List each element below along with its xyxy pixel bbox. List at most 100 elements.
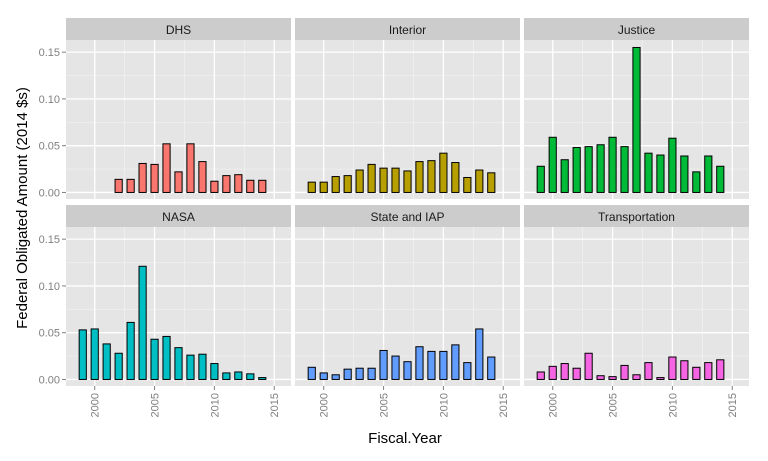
bar <box>355 367 364 380</box>
x-tick-label: 2000 <box>319 393 331 417</box>
bar <box>391 355 400 380</box>
facet-strip <box>66 205 291 227</box>
bar <box>150 163 159 193</box>
bar <box>692 171 701 193</box>
y-axis-label: Federal Obligated Amount (2014 $s) <box>14 87 31 329</box>
bar <box>150 338 159 380</box>
facet-strip <box>295 205 520 227</box>
facet-panel-interior: Interior <box>295 18 520 199</box>
bar <box>463 362 472 380</box>
bar <box>608 136 617 193</box>
bar <box>162 335 171 380</box>
bar <box>138 162 147 193</box>
facet-strip <box>524 205 749 227</box>
bar <box>198 353 207 380</box>
bar <box>572 147 581 193</box>
bar <box>307 181 316 193</box>
bar <box>210 363 219 380</box>
bar <box>680 360 689 380</box>
bar <box>186 354 195 380</box>
bar <box>391 167 400 193</box>
bar <box>258 377 267 380</box>
bar <box>126 321 135 380</box>
bar <box>427 160 436 193</box>
bar <box>222 175 231 193</box>
facet-panel-dhs: DHS 0.00 0.05 0.10 0.15 <box>39 18 291 199</box>
bar <box>560 159 569 193</box>
y-tick-label: 0.15 <box>39 47 60 59</box>
facet-strip-label: Justice <box>618 23 656 37</box>
facet-panel-nasa: NASA 0.00 0.05 0.10 0.15 2000 2005 2010 2015 <box>39 205 291 417</box>
bar <box>234 174 243 193</box>
bar <box>704 155 713 193</box>
bar <box>331 176 340 193</box>
bar <box>632 46 641 193</box>
bar <box>439 152 448 193</box>
y-tick-label: 0.10 <box>39 281 60 293</box>
bar <box>246 373 255 380</box>
bar <box>234 371 243 380</box>
bar <box>379 349 388 380</box>
bar <box>475 169 484 193</box>
x-tick-label: 2005 <box>379 393 391 417</box>
bar <box>584 352 593 380</box>
bar <box>114 178 123 193</box>
bar <box>716 359 725 380</box>
bar <box>716 165 725 193</box>
bar <box>367 163 376 193</box>
bar <box>451 344 460 380</box>
bar <box>548 136 557 193</box>
bar <box>198 161 207 193</box>
bar <box>186 143 195 193</box>
y-tick-label: 0.05 <box>39 328 60 340</box>
bar <box>620 146 629 193</box>
panel-background <box>524 227 749 386</box>
bar <box>427 350 436 380</box>
bar <box>596 375 605 380</box>
bar <box>704 362 713 380</box>
facet-panel-transportation: Transportation 2000 2005 2010 2015 <box>524 205 749 417</box>
x-tick-label: 2010 <box>438 393 450 417</box>
bar <box>138 265 147 380</box>
bar <box>379 167 388 193</box>
bar <box>78 329 87 380</box>
bar <box>102 343 111 380</box>
bar <box>487 172 496 193</box>
bar <box>644 362 653 380</box>
bar <box>403 170 412 193</box>
bar <box>114 352 123 380</box>
facet-strip-label: Transportation <box>598 210 675 224</box>
bar <box>680 155 689 193</box>
bar <box>174 171 183 193</box>
bar <box>475 328 484 380</box>
bar <box>656 377 665 380</box>
bar <box>343 368 352 380</box>
bar <box>536 165 545 193</box>
bar <box>596 144 605 193</box>
bar <box>210 180 219 193</box>
bar <box>174 347 183 380</box>
facet-panels: DHS 0.00 0.05 0.10 0.15 Interior Justice NASA 0.… <box>39 18 749 417</box>
y-tick-label: 0.10 <box>39 94 60 106</box>
bar <box>572 367 581 380</box>
bar <box>463 176 472 193</box>
bar <box>162 143 171 193</box>
bar <box>258 179 267 193</box>
bar <box>307 366 316 380</box>
bar <box>222 372 231 380</box>
x-tick-label: 2005 <box>150 393 162 417</box>
bar <box>415 161 424 193</box>
bar <box>403 361 412 380</box>
x-tick-label: 2015 <box>727 393 739 417</box>
bar <box>487 356 496 380</box>
facet-strip-label: Interior <box>389 23 426 37</box>
bar <box>584 146 593 193</box>
facet-strip-label: DHS <box>166 23 191 37</box>
y-tick-label: 0.05 <box>39 141 60 153</box>
bar <box>668 356 677 380</box>
bar <box>319 181 328 193</box>
bar <box>548 365 557 380</box>
bar <box>246 179 255 193</box>
facet-strip <box>66 18 291 40</box>
bar <box>451 162 460 193</box>
